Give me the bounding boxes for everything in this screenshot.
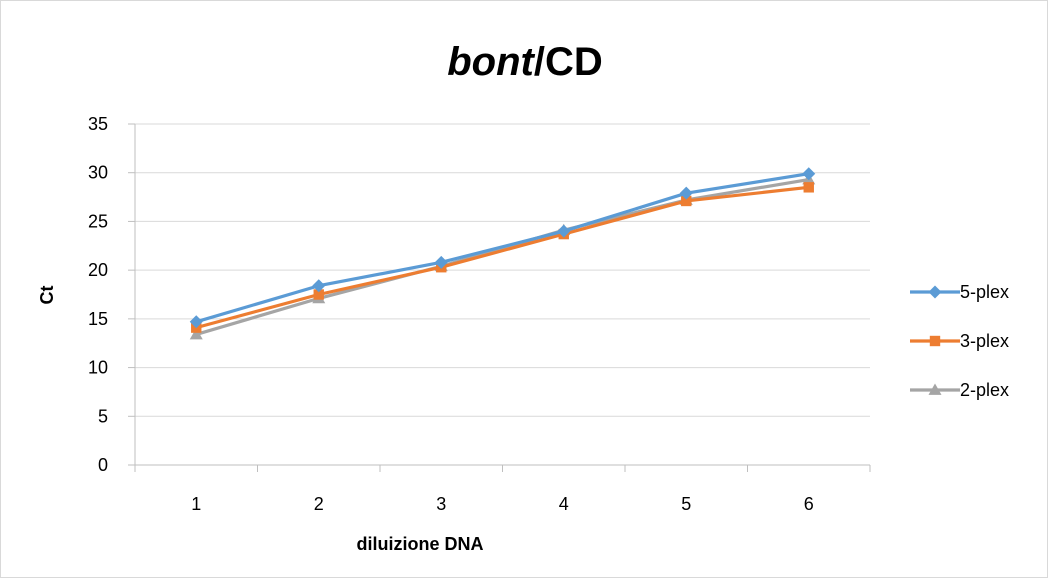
series-line-5-plex [195, 172, 810, 324]
x-tick-labels: 1 2 3 4 5 6 [191, 494, 814, 514]
y-tick-label: 20 [88, 260, 108, 280]
data-point-3-plex [803, 182, 814, 193]
data-point-5-plex [679, 186, 693, 200]
data-point-5-plex [802, 167, 816, 181]
series-line-3-plex [195, 185, 809, 330]
y-tick-label: 5 [98, 406, 108, 426]
axes [128, 123, 871, 472]
gridlines [135, 123, 870, 417]
x-axis-label: diluizione DNA [357, 534, 484, 554]
series-line-2-plex [195, 177, 810, 336]
data-point-5-plex [434, 255, 448, 269]
data-point-3-plex [681, 195, 692, 207]
legend-marker-3-plex [929, 335, 941, 347]
y-axis-label: Ct [37, 286, 57, 305]
y-tick-label: 35 [88, 114, 108, 134]
legend-label: 2-plex [960, 380, 1009, 400]
chart-title-italic: bont [447, 40, 535, 84]
legend-label: 3-plex [960, 331, 1009, 351]
x-tick-label: 1 [191, 494, 201, 514]
y-tick-label: 0 [98, 455, 108, 475]
x-tick-label: 5 [681, 494, 691, 514]
data-point-5-plex [189, 315, 203, 329]
data-point-5-plex [312, 279, 326, 293]
y-tick-labels: 0 5 10 15 20 25 30 35 [88, 114, 108, 475]
x-tick-label: 4 [559, 494, 569, 514]
y-tick-label: 15 [88, 309, 108, 329]
chart-title-rest: /CD [534, 40, 603, 84]
y-tick-label: 10 [88, 358, 108, 378]
x-tick-label: 3 [436, 494, 446, 514]
data-point-3-plex [313, 289, 324, 300]
series-group [189, 167, 816, 340]
y-tick-label: 30 [88, 163, 108, 183]
data-point-2-plex [189, 327, 203, 340]
chart-title: bont/CD [447, 40, 603, 84]
legend-marker-2-plex [928, 383, 942, 395]
y-tick-label: 25 [88, 211, 108, 231]
legend-label: 5-plex [960, 282, 1009, 302]
legend: 5-plex 3-plex 2-plex [910, 282, 1009, 400]
x-tick-label: 6 [804, 494, 814, 514]
data-point-5-plex [557, 224, 571, 238]
legend-marker-5-plex [928, 285, 942, 299]
x-tick-label: 2 [314, 494, 324, 514]
